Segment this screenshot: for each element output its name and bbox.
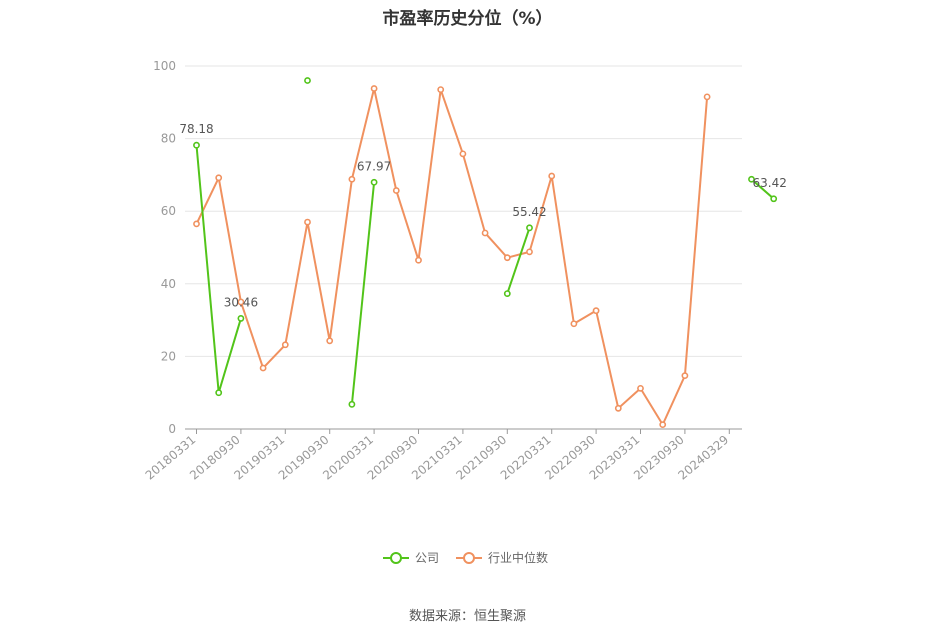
series-1-point-8: [370, 85, 378, 92]
series-0-line-segment-3: [506, 227, 531, 294]
series-0-point-0: [193, 141, 200, 149]
y-tick-label-80: 80: [161, 132, 176, 146]
series-1-point-21: [659, 421, 667, 429]
chart-title: 市盈率历史分位（%）: [382, 9, 553, 29]
series-0-point-26: [770, 195, 778, 203]
series-1-point-12: [459, 150, 467, 158]
series-1-point-9: [392, 187, 400, 194]
series-0-point-15: [526, 224, 533, 232]
y-tick-label-20: 20: [161, 349, 176, 363]
series-1-point-22: [681, 372, 689, 380]
series-1-point-15: [526, 248, 533, 256]
data-label-26: 63.42: [753, 176, 787, 190]
data-source: 数据来源：恒生聚源: [408, 609, 526, 624]
series-1-point-4: [281, 341, 289, 349]
series-0-point-25: [748, 175, 755, 183]
data-label-0: 78.18: [179, 122, 213, 136]
series-1-point-16: [548, 172, 556, 180]
data-label-2: 30.46: [224, 295, 258, 309]
series-0-line-segment-2: [350, 182, 376, 405]
series-1-line-segment-0: [195, 87, 709, 426]
y-tick-label-60: 60: [161, 204, 176, 218]
legend-label-0: 公司: [415, 551, 439, 565]
series-1-point-19: [614, 404, 622, 412]
series-0-point-1: [215, 389, 223, 397]
series-1-point-7: [348, 175, 356, 183]
y-tick-label-0: 0: [168, 422, 176, 436]
series-1-point-0: [193, 220, 200, 228]
y-tick-label-100: 100: [153, 59, 176, 73]
series-1-point-6: [326, 337, 334, 345]
series-1-point-13: [481, 229, 489, 237]
legend-marker-0: [390, 552, 402, 564]
series-0-point-7: [348, 400, 356, 408]
data-label-8: 67.97: [357, 159, 391, 173]
series-1-point-3: [259, 364, 267, 372]
series-1-point-5: [304, 218, 311, 226]
y-tick-label-40: 40: [161, 277, 176, 291]
series-0-line-segment-4: [750, 178, 775, 200]
data-label-15: 55.42: [512, 205, 546, 219]
series-1-point-2: [237, 298, 245, 306]
series-0-point-14: [503, 290, 511, 298]
series-1-point-17: [570, 320, 578, 328]
legend-label-1: 行业中位数: [488, 550, 548, 565]
series-1-point-10: [415, 256, 422, 264]
series-1-point-23: [703, 93, 711, 101]
series-1-point-20: [637, 384, 644, 392]
series-1-point-11: [437, 86, 445, 93]
series-0-point-2: [237, 315, 245, 322]
series-1-point-18: [592, 307, 600, 315]
series-1-point-1: [215, 174, 223, 182]
series-1-point-14: [503, 254, 511, 262]
series-0-point-8: [370, 178, 378, 186]
legend-marker-1: [463, 552, 475, 564]
series-0-point-5: [304, 77, 311, 84]
